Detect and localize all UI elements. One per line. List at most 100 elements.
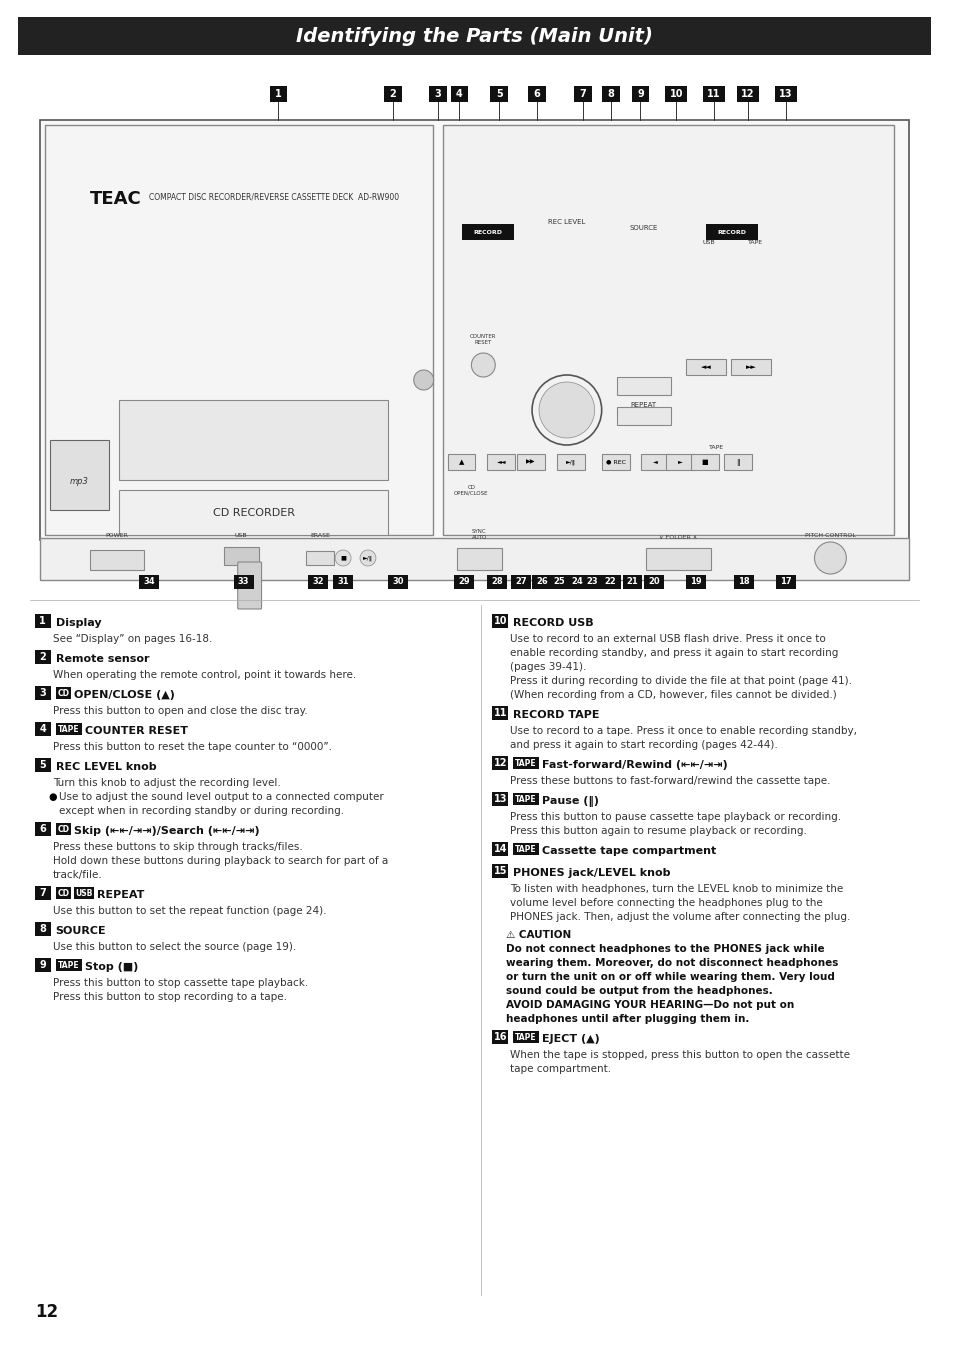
FancyBboxPatch shape xyxy=(581,575,601,589)
FancyBboxPatch shape xyxy=(557,454,584,470)
FancyBboxPatch shape xyxy=(457,548,501,570)
FancyBboxPatch shape xyxy=(490,86,508,103)
FancyBboxPatch shape xyxy=(34,922,51,936)
Text: REPEAT: REPEAT xyxy=(630,402,656,408)
FancyBboxPatch shape xyxy=(631,86,649,103)
Text: mp3: mp3 xyxy=(71,478,89,486)
Text: Press this button to reset the tape counter to “0000”.: Press this button to reset the tape coun… xyxy=(52,743,332,752)
FancyBboxPatch shape xyxy=(574,86,591,103)
FancyBboxPatch shape xyxy=(492,842,508,856)
FancyBboxPatch shape xyxy=(454,575,474,589)
Text: COMPACT DISC RECORDER/REVERSE CASSETTE DECK  AD-RW900: COMPACT DISC RECORDER/REVERSE CASSETTE D… xyxy=(149,192,399,201)
FancyBboxPatch shape xyxy=(383,86,401,103)
FancyBboxPatch shape xyxy=(685,359,725,375)
Text: PITCH CONTROL: PITCH CONTROL xyxy=(804,533,855,539)
Text: (pages 39-41).: (pages 39-41). xyxy=(510,662,586,672)
Text: 9: 9 xyxy=(637,89,643,99)
FancyBboxPatch shape xyxy=(513,1031,538,1044)
Text: ▲: ▲ xyxy=(458,459,464,464)
Text: 25: 25 xyxy=(553,578,564,586)
Text: CD: CD xyxy=(57,888,69,898)
Text: Press this button to pause cassette tape playback or recording.: Press this button to pause cassette tape… xyxy=(510,811,841,822)
Text: SOURCE: SOURCE xyxy=(629,225,657,231)
FancyBboxPatch shape xyxy=(55,724,81,734)
FancyBboxPatch shape xyxy=(45,126,432,535)
Text: 29: 29 xyxy=(458,578,470,586)
Text: 32: 32 xyxy=(312,578,324,586)
Text: tape compartment.: tape compartment. xyxy=(510,1064,611,1075)
Text: 6: 6 xyxy=(533,89,539,99)
FancyBboxPatch shape xyxy=(532,575,552,589)
Text: sound could be output from the headphones.: sound could be output from the headphone… xyxy=(506,986,772,996)
Text: 3: 3 xyxy=(434,89,440,99)
Text: 9: 9 xyxy=(39,960,46,971)
FancyBboxPatch shape xyxy=(566,575,586,589)
Text: TEAC: TEAC xyxy=(90,190,141,208)
Text: Press it during recording to divide the file at that point (page 41).: Press it during recording to divide the … xyxy=(510,676,851,686)
FancyBboxPatch shape xyxy=(513,757,538,769)
Text: 2: 2 xyxy=(39,652,46,662)
Text: 18: 18 xyxy=(738,578,749,586)
Text: track/file.: track/file. xyxy=(52,869,102,880)
Text: ⚠ CAUTION: ⚠ CAUTION xyxy=(506,930,571,940)
Text: Do not connect headphones to the PHONES jack while: Do not connect headphones to the PHONES … xyxy=(506,944,824,954)
Text: COUNTER RESET: COUNTER RESET xyxy=(85,726,188,736)
Text: 5: 5 xyxy=(496,89,502,99)
FancyBboxPatch shape xyxy=(644,575,663,589)
Text: 26: 26 xyxy=(536,578,547,586)
Text: Skip (⇤⇤/⇥⇥)/Search (⇤⇤/⇥⇥): Skip (⇤⇤/⇥⇥)/Search (⇤⇤/⇥⇥) xyxy=(73,826,259,836)
Text: Identifying the Parts (Main Unit): Identifying the Parts (Main Unit) xyxy=(295,27,652,46)
Text: 28: 28 xyxy=(491,578,502,586)
FancyBboxPatch shape xyxy=(34,686,51,701)
Circle shape xyxy=(538,382,594,437)
FancyBboxPatch shape xyxy=(50,440,110,510)
FancyBboxPatch shape xyxy=(18,18,930,55)
Text: ERASE: ERASE xyxy=(310,533,330,539)
FancyBboxPatch shape xyxy=(450,86,468,103)
Text: Pause (‖): Pause (‖) xyxy=(541,796,598,807)
FancyBboxPatch shape xyxy=(428,86,446,103)
FancyBboxPatch shape xyxy=(705,224,757,240)
Text: USB: USB xyxy=(702,240,715,244)
FancyBboxPatch shape xyxy=(774,86,796,103)
Text: Press this button to stop cassette tape playback.: Press this button to stop cassette tape … xyxy=(52,977,308,988)
FancyBboxPatch shape xyxy=(616,406,671,425)
Text: TAPE: TAPE xyxy=(515,845,537,853)
Text: 1: 1 xyxy=(274,89,281,99)
Text: Use to adjust the sound level output to a connected computer: Use to adjust the sound level output to … xyxy=(59,792,383,802)
Text: Use this button to select the source (page 19).: Use this button to select the source (pa… xyxy=(52,942,295,952)
Text: Turn this knob to adjust the recording level.: Turn this knob to adjust the recording l… xyxy=(52,778,280,788)
Text: Display: Display xyxy=(55,618,101,628)
FancyBboxPatch shape xyxy=(492,1030,508,1044)
FancyBboxPatch shape xyxy=(447,454,475,470)
Text: 4: 4 xyxy=(39,724,46,734)
FancyBboxPatch shape xyxy=(492,614,508,628)
FancyBboxPatch shape xyxy=(237,562,261,609)
Text: Remote sensor: Remote sensor xyxy=(55,653,149,664)
Text: ■: ■ xyxy=(701,459,708,464)
FancyBboxPatch shape xyxy=(513,792,538,805)
FancyBboxPatch shape xyxy=(90,549,144,570)
Text: 11: 11 xyxy=(706,89,720,99)
Text: ∨ FOLDER ∧: ∨ FOLDER ∧ xyxy=(659,535,697,540)
Text: 12: 12 xyxy=(34,1303,58,1322)
Text: REPEAT: REPEAT xyxy=(97,890,144,900)
FancyBboxPatch shape xyxy=(702,86,724,103)
Text: ● REC: ● REC xyxy=(605,459,625,464)
FancyBboxPatch shape xyxy=(462,224,514,240)
Text: Cassette tape compartment: Cassette tape compartment xyxy=(541,846,716,856)
FancyBboxPatch shape xyxy=(139,575,159,589)
FancyBboxPatch shape xyxy=(442,126,893,535)
Text: See “Display” on pages 16-18.: See “Display” on pages 16-18. xyxy=(52,634,212,644)
FancyBboxPatch shape xyxy=(548,575,568,589)
Text: Hold down these buttons during playback to search for part of a: Hold down these buttons during playback … xyxy=(52,856,388,865)
FancyBboxPatch shape xyxy=(40,539,908,580)
Text: REC LEVEL knob: REC LEVEL knob xyxy=(55,761,156,772)
FancyBboxPatch shape xyxy=(733,575,753,589)
Text: 12: 12 xyxy=(493,757,506,768)
Text: CD RECORDER: CD RECORDER xyxy=(213,508,294,518)
Text: 17: 17 xyxy=(779,578,791,586)
FancyBboxPatch shape xyxy=(308,575,328,589)
Text: CD: CD xyxy=(57,688,69,698)
Text: 12: 12 xyxy=(740,89,754,99)
